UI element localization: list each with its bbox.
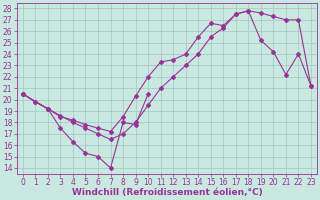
X-axis label: Windchill (Refroidissement éolien,°C): Windchill (Refroidissement éolien,°C) — [72, 188, 262, 197]
